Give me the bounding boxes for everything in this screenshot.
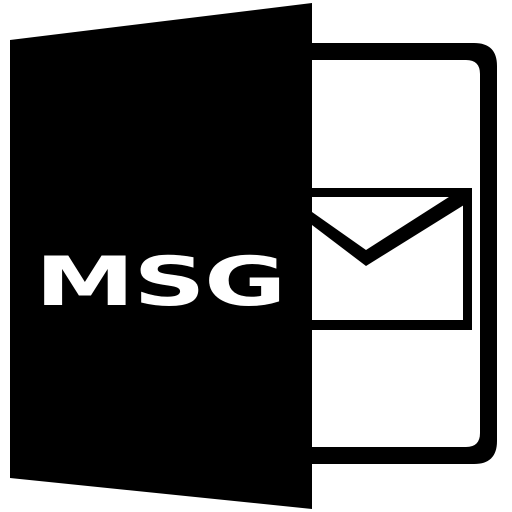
envelope-icon bbox=[306, 188, 472, 330]
file-extension-label: MSG bbox=[35, 243, 285, 322]
document-cover bbox=[10, 3, 312, 509]
